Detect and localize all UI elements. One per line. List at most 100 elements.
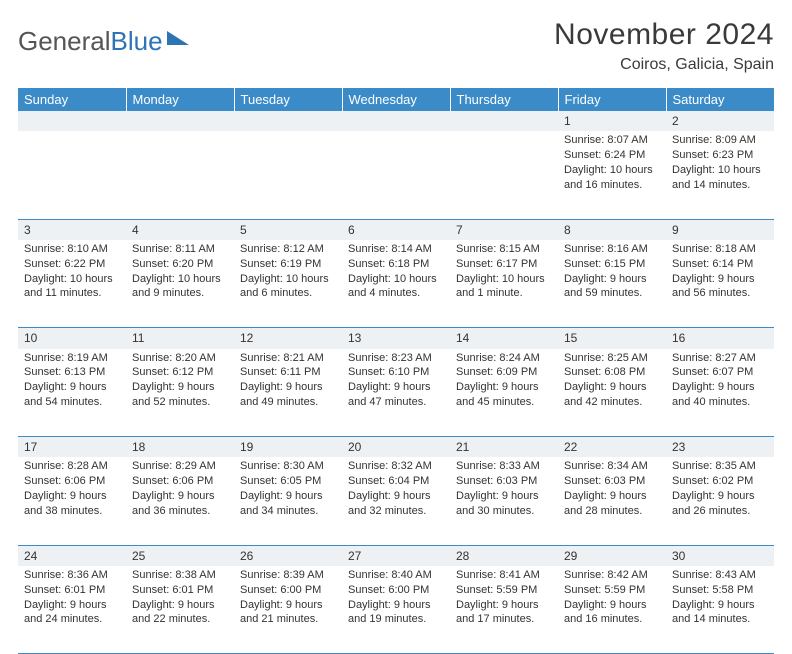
day-number: 12 <box>234 328 342 349</box>
sunset-text: Sunset: 6:01 PM <box>24 583 120 598</box>
sunrise-text: Sunrise: 8:20 AM <box>132 351 228 366</box>
daynum-row: 12 <box>18 111 774 131</box>
day-number <box>234 111 342 131</box>
day2-text: and 36 minutes. <box>132 504 228 519</box>
weekday-header-row: SundayMondayTuesdayWednesdayThursdayFrid… <box>18 88 774 111</box>
sunset-text: Sunset: 6:00 PM <box>240 583 336 598</box>
sunrise-text: Sunrise: 8:21 AM <box>240 351 336 366</box>
day-cell <box>342 131 450 219</box>
day-cell: Sunrise: 8:34 AMSunset: 6:03 PMDaylight:… <box>558 457 666 545</box>
day1-text: Daylight: 9 hours <box>564 380 660 395</box>
day-number: 30 <box>666 545 774 566</box>
title-block: November 2024 Coiros, Galicia, Spain <box>554 18 774 74</box>
day-cell: Sunrise: 8:38 AMSunset: 6:01 PMDaylight:… <box>126 566 234 654</box>
sunset-text: Sunset: 6:10 PM <box>348 365 444 380</box>
day-cell: Sunrise: 8:19 AMSunset: 6:13 PMDaylight:… <box>18 349 126 437</box>
sunset-text: Sunset: 6:13 PM <box>24 365 120 380</box>
day-cell: Sunrise: 8:12 AMSunset: 6:19 PMDaylight:… <box>234 240 342 328</box>
sunset-text: Sunset: 6:00 PM <box>348 583 444 598</box>
sunset-text: Sunset: 6:22 PM <box>24 257 120 272</box>
day2-text: and 49 minutes. <box>240 395 336 410</box>
day1-text: Daylight: 10 hours <box>348 272 444 287</box>
sunset-text: Sunset: 6:02 PM <box>672 474 768 489</box>
day2-text: and 28 minutes. <box>564 504 660 519</box>
sunset-text: Sunset: 6:12 PM <box>132 365 228 380</box>
week-row: Sunrise: 8:10 AMSunset: 6:22 PMDaylight:… <box>18 240 774 328</box>
sunset-text: Sunset: 6:23 PM <box>672 148 768 163</box>
day-number: 13 <box>342 328 450 349</box>
weekday-header: Friday <box>558 88 666 111</box>
day-number: 25 <box>126 545 234 566</box>
day1-text: Daylight: 9 hours <box>240 489 336 504</box>
location: Coiros, Galicia, Spain <box>554 56 774 74</box>
sunset-text: Sunset: 6:09 PM <box>456 365 552 380</box>
day-number: 26 <box>234 545 342 566</box>
sunset-text: Sunset: 6:18 PM <box>348 257 444 272</box>
day2-text: and 45 minutes. <box>456 395 552 410</box>
day-number: 7 <box>450 219 558 240</box>
day1-text: Daylight: 9 hours <box>456 489 552 504</box>
day-number: 8 <box>558 219 666 240</box>
day-cell: Sunrise: 8:15 AMSunset: 6:17 PMDaylight:… <box>450 240 558 328</box>
sunrise-text: Sunrise: 8:28 AM <box>24 459 120 474</box>
weekday-header: Monday <box>126 88 234 111</box>
day2-text: and 40 minutes. <box>672 395 768 410</box>
day2-text: and 4 minutes. <box>348 286 444 301</box>
sunset-text: Sunset: 6:11 PM <box>240 365 336 380</box>
day1-text: Daylight: 9 hours <box>456 380 552 395</box>
day2-text: and 59 minutes. <box>564 286 660 301</box>
day1-text: Daylight: 9 hours <box>132 598 228 613</box>
day-cell: Sunrise: 8:30 AMSunset: 6:05 PMDaylight:… <box>234 457 342 545</box>
sunrise-text: Sunrise: 8:15 AM <box>456 242 552 257</box>
day-number: 1 <box>558 111 666 131</box>
day-number: 19 <box>234 437 342 458</box>
logo: GeneralBlue <box>18 18 189 57</box>
day2-text: and 17 minutes. <box>456 612 552 627</box>
logo-triangle-icon <box>167 31 189 45</box>
day-number: 23 <box>666 437 774 458</box>
day-cell: Sunrise: 8:24 AMSunset: 6:09 PMDaylight:… <box>450 349 558 437</box>
daynum-row: 3456789 <box>18 219 774 240</box>
sunset-text: Sunset: 6:03 PM <box>564 474 660 489</box>
day-number: 17 <box>18 437 126 458</box>
day2-text: and 24 minutes. <box>24 612 120 627</box>
day-number: 20 <box>342 437 450 458</box>
day-cell: Sunrise: 8:35 AMSunset: 6:02 PMDaylight:… <box>666 457 774 545</box>
day1-text: Daylight: 9 hours <box>24 380 120 395</box>
sunset-text: Sunset: 6:07 PM <box>672 365 768 380</box>
day-number: 11 <box>126 328 234 349</box>
day1-text: Daylight: 9 hours <box>672 380 768 395</box>
day-number <box>126 111 234 131</box>
day1-text: Daylight: 9 hours <box>672 598 768 613</box>
sunrise-text: Sunrise: 8:16 AM <box>564 242 660 257</box>
sunrise-text: Sunrise: 8:35 AM <box>672 459 768 474</box>
sunset-text: Sunset: 6:20 PM <box>132 257 228 272</box>
day1-text: Daylight: 9 hours <box>564 272 660 287</box>
weekday-header: Wednesday <box>342 88 450 111</box>
day-number: 16 <box>666 328 774 349</box>
sunset-text: Sunset: 6:15 PM <box>564 257 660 272</box>
day-cell: Sunrise: 8:32 AMSunset: 6:04 PMDaylight:… <box>342 457 450 545</box>
daynum-row: 24252627282930 <box>18 545 774 566</box>
sunset-text: Sunset: 6:03 PM <box>456 474 552 489</box>
day-cell: Sunrise: 8:25 AMSunset: 6:08 PMDaylight:… <box>558 349 666 437</box>
day-number: 2 <box>666 111 774 131</box>
day2-text: and 34 minutes. <box>240 504 336 519</box>
weekday-header: Thursday <box>450 88 558 111</box>
day-number <box>342 111 450 131</box>
day2-text: and 54 minutes. <box>24 395 120 410</box>
day1-text: Daylight: 9 hours <box>132 380 228 395</box>
day2-text: and 38 minutes. <box>24 504 120 519</box>
sunset-text: Sunset: 6:06 PM <box>132 474 228 489</box>
sunset-text: Sunset: 5:59 PM <box>564 583 660 598</box>
sunrise-text: Sunrise: 8:07 AM <box>564 133 660 148</box>
day-number <box>18 111 126 131</box>
day2-text: and 32 minutes. <box>348 504 444 519</box>
sunrise-text: Sunrise: 8:14 AM <box>348 242 444 257</box>
day-cell <box>18 131 126 219</box>
day-cell: Sunrise: 8:43 AMSunset: 5:58 PMDaylight:… <box>666 566 774 654</box>
sunrise-text: Sunrise: 8:36 AM <box>24 568 120 583</box>
day2-text: and 56 minutes. <box>672 286 768 301</box>
sunset-text: Sunset: 5:59 PM <box>456 583 552 598</box>
sunrise-text: Sunrise: 8:12 AM <box>240 242 336 257</box>
